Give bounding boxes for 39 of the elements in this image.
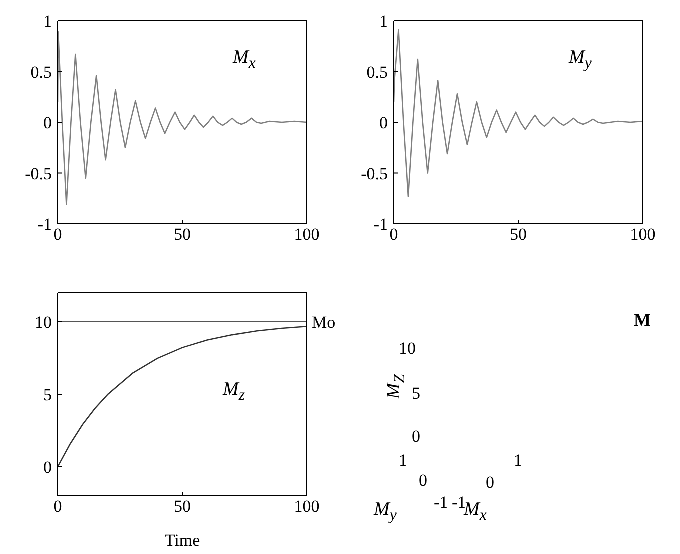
x-tick-label: 50 xyxy=(174,497,191,516)
y-tick-label: 0.5 xyxy=(366,62,388,82)
y-tick-label: 0 xyxy=(44,458,52,478)
x-tick-label: 100 xyxy=(630,225,656,244)
x-tick-label: 100 xyxy=(294,497,320,516)
y-tick-label: -0.5 xyxy=(361,164,388,184)
x-tick-label: 100 xyxy=(294,225,320,244)
y-tick-label: 0.5 xyxy=(30,62,52,82)
annotation: M$_{y}$ xyxy=(569,47,592,72)
y-tick-label: -1 xyxy=(374,215,388,234)
text: 5 xyxy=(412,384,420,403)
y-tick-label: -0.5 xyxy=(25,164,52,184)
line-series xyxy=(58,326,307,468)
y-tick-label: -1 xyxy=(38,215,52,234)
x-axis-title: Time xyxy=(164,531,200,550)
y-tick-label: 0 xyxy=(380,114,388,133)
y-tick-label: 0 xyxy=(44,114,52,133)
x-tick-label: 50 xyxy=(510,225,527,244)
annotation: M$_{z}$ xyxy=(223,379,245,404)
text: -1 xyxy=(434,493,448,512)
y-tick-label: 10 xyxy=(35,313,52,332)
text: -1 xyxy=(452,493,466,512)
text: 10 xyxy=(399,339,416,358)
y-tick-label: 1 xyxy=(44,12,52,32)
line-series xyxy=(58,32,307,206)
y-tick-label: 1 xyxy=(380,12,388,32)
text: 0 xyxy=(419,471,428,490)
ref-line-label: Mo xyxy=(312,313,336,332)
y-tick-label: 5 xyxy=(44,386,52,405)
text: M$_{x}$ xyxy=(464,499,487,524)
text: 0 xyxy=(412,427,420,446)
line-series xyxy=(394,29,643,198)
text: M$_{y}$ xyxy=(374,499,397,524)
text: 1 xyxy=(399,451,408,470)
annotation: M$_{x}$ xyxy=(233,47,256,72)
text: 0 xyxy=(486,473,494,492)
text: M xyxy=(634,310,651,331)
text: 1 xyxy=(514,451,522,470)
x-tick-label: 50 xyxy=(174,225,191,244)
